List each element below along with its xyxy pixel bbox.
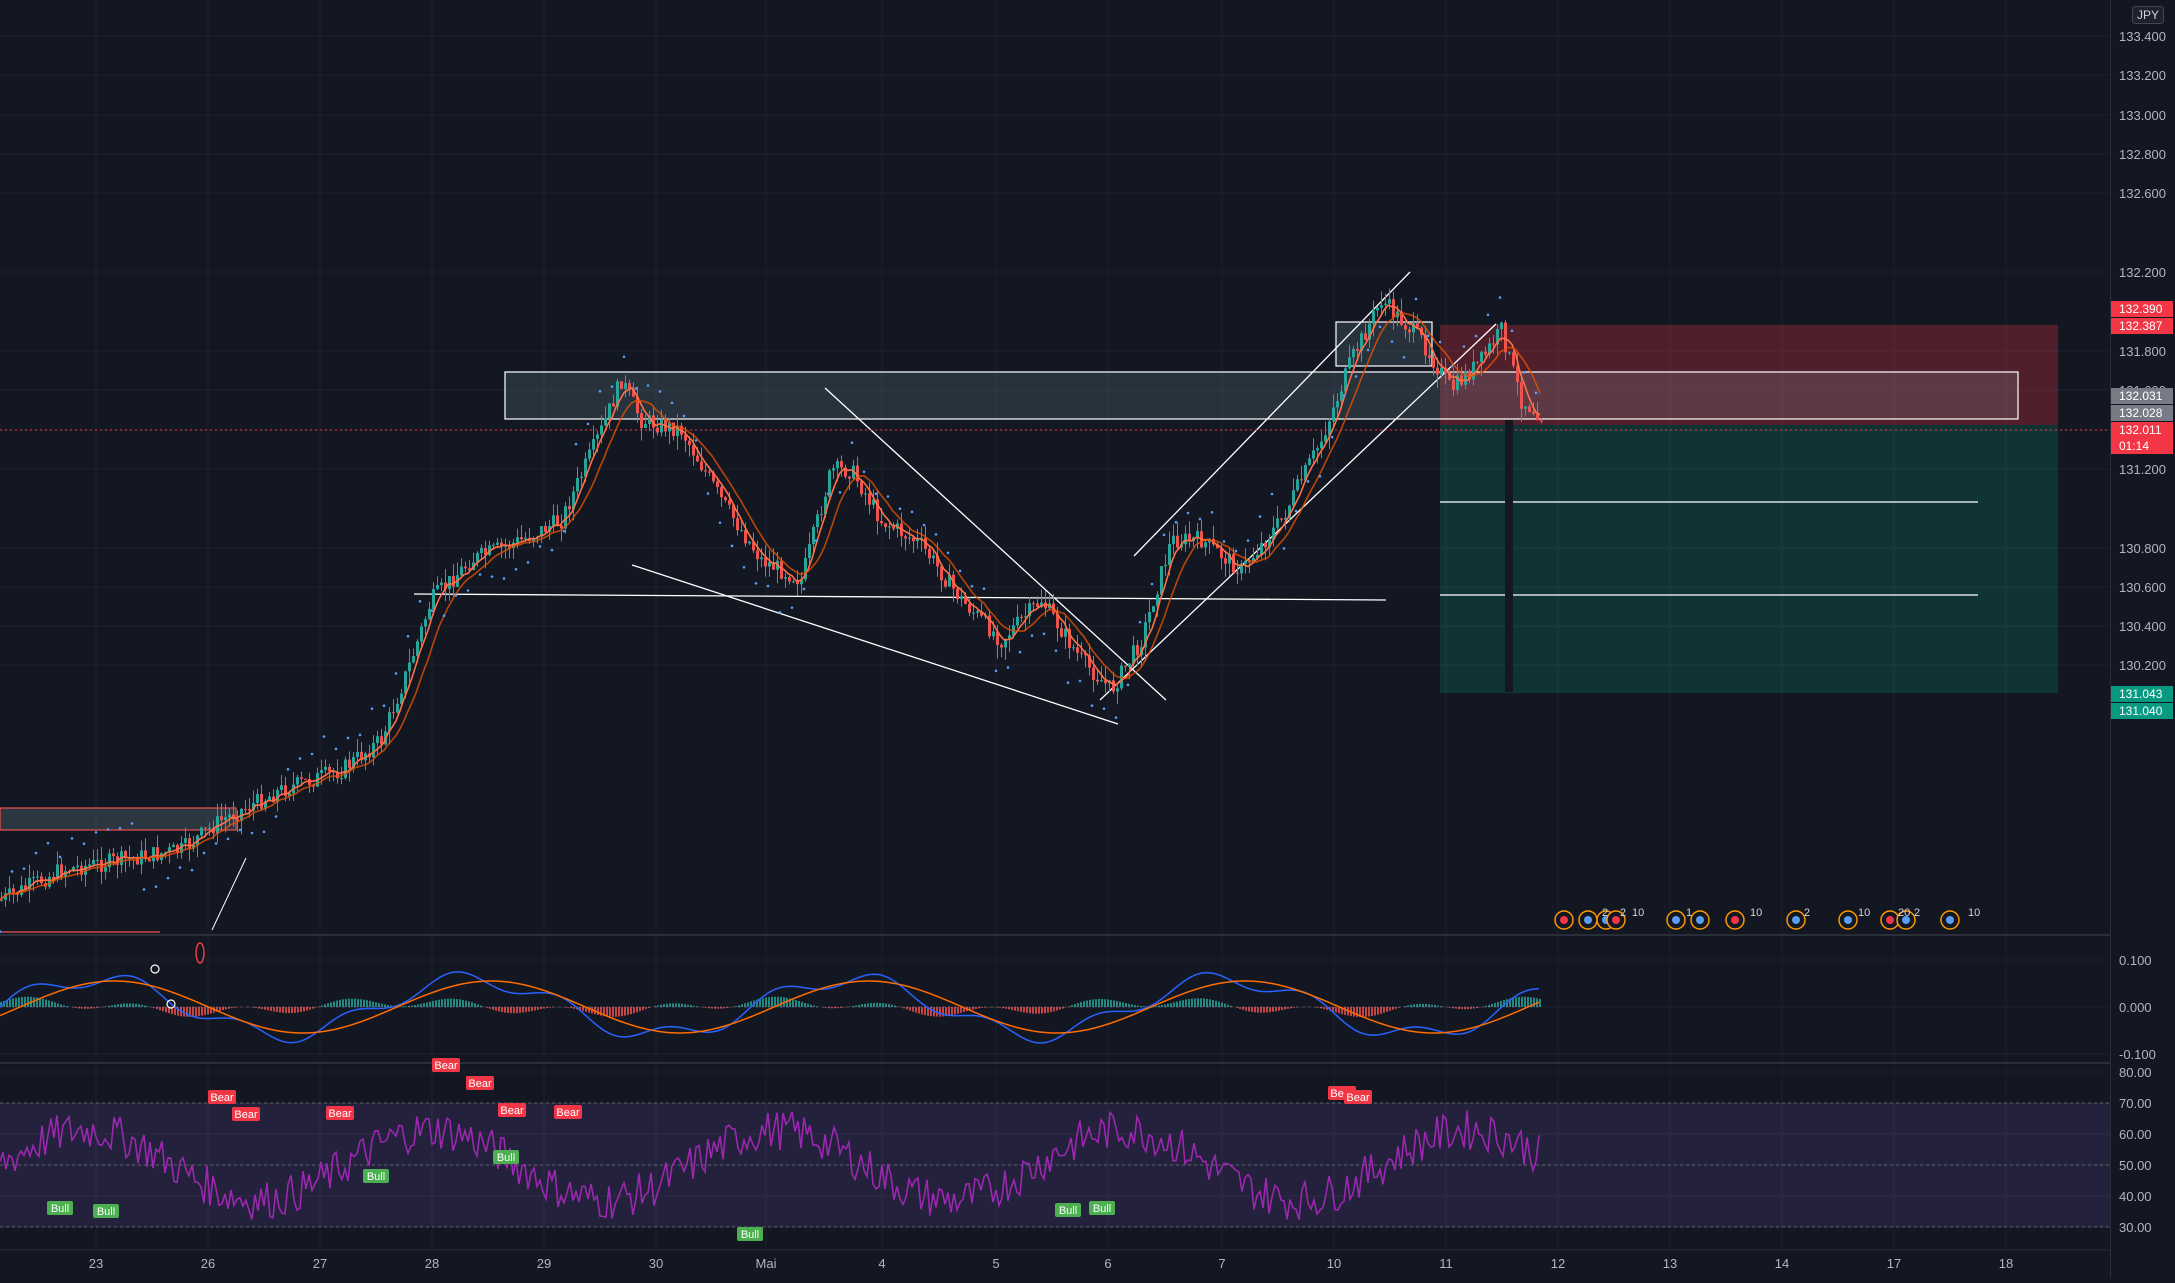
price-badge-label: 131.040 bbox=[2119, 704, 2163, 718]
currency-button[interactable]: JPY bbox=[2132, 6, 2164, 24]
event-count-label: 2 bbox=[1602, 907, 1608, 919]
date-label: 10 bbox=[1327, 1256, 1341, 1271]
price-badge-label: 132.390 bbox=[2119, 302, 2163, 316]
price-tick-label: 130.400 bbox=[2119, 619, 2166, 634]
price-badge-label: 131.043 bbox=[2119, 687, 2163, 701]
bear-divergence-label: Bear bbox=[468, 1078, 492, 1090]
price-tick-label: 130.800 bbox=[2119, 541, 2166, 556]
date-label: 26 bbox=[201, 1256, 215, 1271]
price-tick-label: 130.600 bbox=[2119, 580, 2166, 595]
bull-divergence-label: Bull bbox=[1093, 1203, 1111, 1215]
event-count-label: 10 bbox=[1858, 907, 1870, 919]
bull-divergence-label: Bull bbox=[1059, 1205, 1077, 1217]
small-trendline[interactable] bbox=[212, 858, 246, 930]
date-label: 6 bbox=[1104, 1256, 1111, 1271]
price-tick-label: 133.400 bbox=[2119, 29, 2166, 44]
bull-divergence-label: Bull bbox=[97, 1206, 115, 1218]
macd-tick-label: 0.100 bbox=[2119, 953, 2152, 968]
date-label: 23 bbox=[89, 1256, 103, 1271]
rsi-tick-label: 60.00 bbox=[2119, 1127, 2152, 1142]
price-scale-canvas[interactable]: 133.400 133.200 133.000 132.800 132.600 132.2… bbox=[2111, 0, 2175, 1278]
bull-divergence-label: Bull bbox=[51, 1203, 69, 1215]
gap-bar bbox=[1505, 420, 1513, 692]
price-tick-label: 132.600 bbox=[2119, 186, 2166, 201]
price-tick-label: 132.800 bbox=[2119, 147, 2166, 162]
date-label: 17 bbox=[1887, 1256, 1901, 1271]
date-label: 18 bbox=[1999, 1256, 2013, 1271]
take-profit-zone[interactable] bbox=[1440, 425, 2058, 693]
price-tick-label: 131.200 bbox=[2119, 462, 2166, 477]
bear-divergence-label: Bear bbox=[328, 1108, 352, 1120]
date-label: 29 bbox=[537, 1256, 551, 1271]
event-count-label: 20 bbox=[1898, 907, 1910, 919]
price-tick-label: 133.000 bbox=[2119, 108, 2166, 123]
event-count-label: 10 bbox=[1632, 907, 1644, 919]
date-label: 7 bbox=[1218, 1256, 1225, 1271]
event-count-label: 2 bbox=[1914, 907, 1920, 919]
bear-divergence-label: Bear bbox=[210, 1092, 234, 1104]
price-badge-label: 132.011 bbox=[2119, 423, 2162, 437]
date-label: Mai bbox=[756, 1256, 777, 1271]
date-label: 14 bbox=[1775, 1256, 1789, 1271]
event-count-label: 2 bbox=[1804, 907, 1810, 919]
price-badge-label: 132.028 bbox=[2119, 406, 2163, 420]
price-tick-label: 132.200 bbox=[2119, 265, 2166, 280]
bull-divergence-label: Bull bbox=[497, 1152, 515, 1164]
date-label: 13 bbox=[1663, 1256, 1677, 1271]
support-zone-rect[interactable] bbox=[0, 808, 236, 830]
bear-divergence-label: Bear bbox=[500, 1105, 524, 1117]
bull-divergence-label: Bull bbox=[367, 1171, 385, 1183]
event-count-label: 10 bbox=[1750, 907, 1762, 919]
date-label: 11 bbox=[1439, 1256, 1453, 1271]
rsi-tick-label: 40.00 bbox=[2119, 1189, 2152, 1204]
time-axis[interactable]: 23 26 27 28 29 30 Mai 4 5 6 7 10 11 12 13 14 17 18 bbox=[89, 1256, 2013, 1271]
event-count-label: 2 bbox=[1620, 907, 1626, 919]
macd-tick-label: -0.100 bbox=[2119, 1047, 2156, 1062]
date-label: 12 bbox=[1551, 1256, 1565, 1271]
bear-divergence-label: Bear bbox=[1346, 1092, 1370, 1104]
date-label: 28 bbox=[425, 1256, 439, 1271]
bear-divergence-label: Bear bbox=[234, 1109, 258, 1121]
rsi-tick-label: 30.00 bbox=[2119, 1220, 2152, 1235]
event-count-label: 1 bbox=[1686, 907, 1692, 919]
bear-divergence-label: Bear bbox=[556, 1107, 580, 1119]
bull-divergence-label: Bull bbox=[741, 1229, 759, 1241]
rsi-tick-label: 70.00 bbox=[2119, 1096, 2152, 1111]
resistance-zone-rect[interactable] bbox=[505, 372, 2018, 419]
date-label: 27 bbox=[313, 1256, 327, 1271]
rsi-tick-label: 50.00 bbox=[2119, 1158, 2152, 1173]
bear-divergence-label: Bear bbox=[434, 1060, 458, 1072]
price-badge-label: 132.387 bbox=[2119, 319, 2163, 333]
price-badge-label: 01:14 bbox=[2119, 439, 2149, 453]
price-tick-label: 131.800 bbox=[2119, 344, 2166, 359]
date-label: 30 bbox=[649, 1256, 663, 1271]
event-count-label: 10 bbox=[1968, 907, 1980, 919]
macd-tick-label: 0.000 bbox=[2119, 1000, 2152, 1015]
rsi-tick-label: 80.00 bbox=[2119, 1065, 2152, 1080]
price-tick-label: 133.200 bbox=[2119, 68, 2166, 83]
macd-cross-marker-1 bbox=[151, 965, 159, 973]
date-label: 4 bbox=[878, 1256, 885, 1271]
price-tick-label: 130.200 bbox=[2119, 658, 2166, 673]
date-label: 5 bbox=[992, 1256, 999, 1271]
neckline-trendline[interactable] bbox=[414, 594, 1386, 600]
price-badge-label: 132.031 bbox=[2119, 389, 2163, 403]
